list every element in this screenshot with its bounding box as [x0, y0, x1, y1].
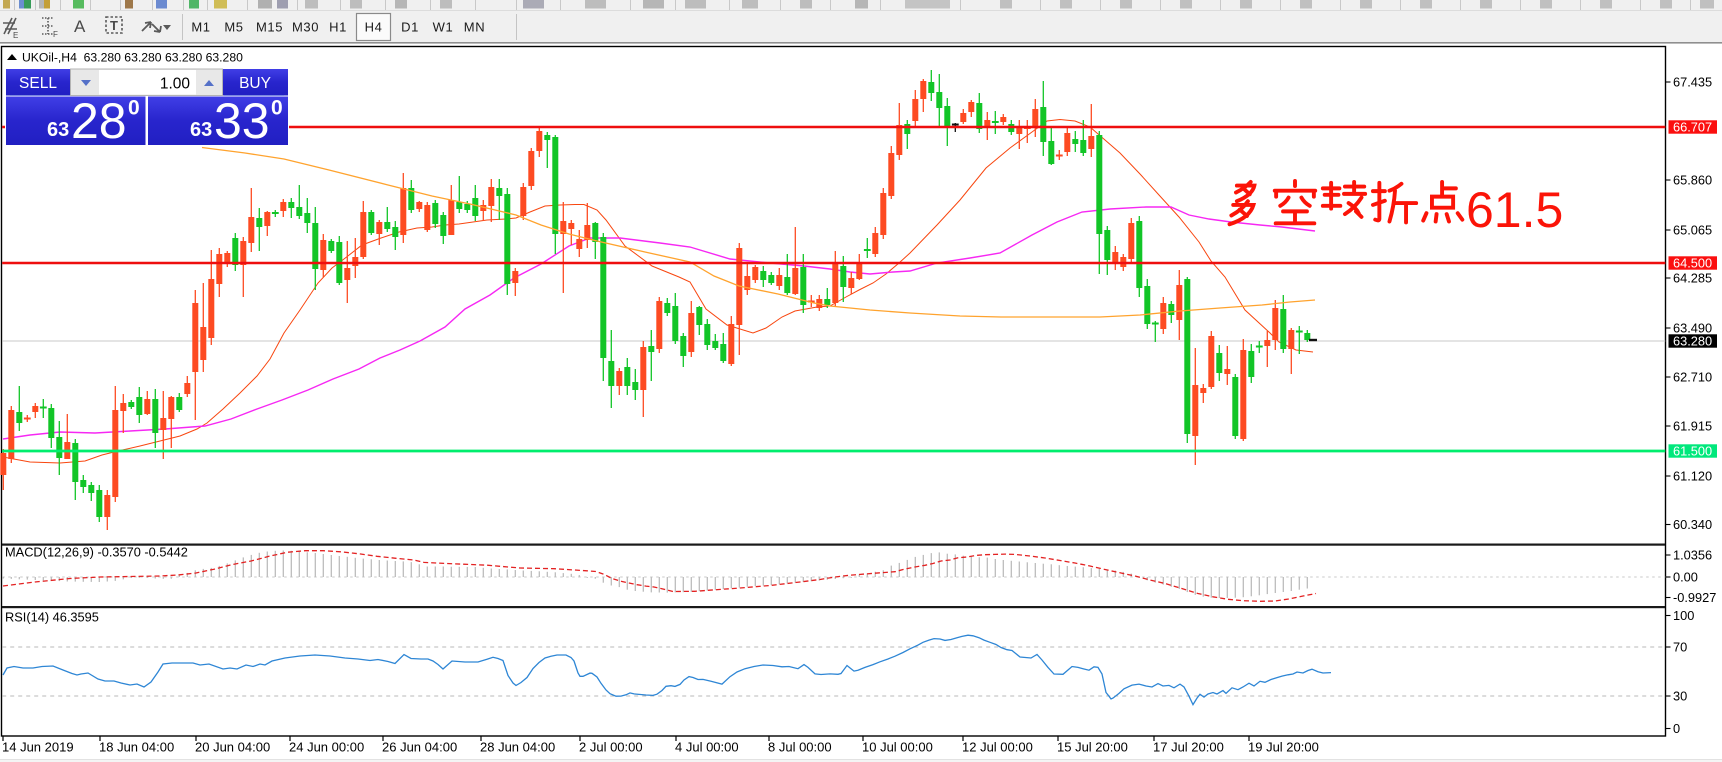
svg-text:M1: M1	[191, 20, 210, 35]
svg-text:4 Jul 00:00: 4 Jul 00:00	[675, 740, 739, 755]
svg-text:61.915: 61.915	[1673, 419, 1712, 434]
svg-text:24 Jun 00:00: 24 Jun 00:00	[289, 740, 364, 755]
svg-text:MN: MN	[464, 20, 485, 35]
svg-text:70: 70	[1673, 640, 1687, 655]
svg-text:67.435: 67.435	[1673, 75, 1712, 90]
svg-text:0: 0	[1673, 721, 1680, 736]
svg-text:64.285: 64.285	[1673, 271, 1712, 286]
svg-text:26 Jun 04:00: 26 Jun 04:00	[382, 740, 457, 755]
svg-text:60.340: 60.340	[1673, 517, 1712, 532]
svg-text:D1: D1	[401, 20, 419, 35]
svg-text:M5: M5	[224, 20, 243, 35]
svg-text:BUY: BUY	[239, 75, 271, 92]
svg-text:M15: M15	[256, 20, 283, 35]
svg-text:MACD(12,26,9) -0.3570 -0.5442: MACD(12,26,9) -0.3570 -0.5442	[5, 545, 188, 560]
svg-text:RSI(14) 46.3595: RSI(14) 46.3595	[5, 610, 99, 625]
svg-text:19 Jul 20:00: 19 Jul 20:00	[1248, 740, 1319, 755]
svg-text:F: F	[53, 30, 58, 39]
svg-text:61.120: 61.120	[1673, 469, 1712, 484]
svg-text:2 Jul 00:00: 2 Jul 00:00	[579, 740, 643, 755]
svg-text:28 Jun 04:00: 28 Jun 04:00	[480, 740, 555, 755]
svg-text:0: 0	[128, 97, 140, 120]
svg-text:0.00: 0.00	[1673, 570, 1698, 585]
svg-text:W1: W1	[433, 20, 454, 35]
svg-text:E: E	[13, 31, 18, 40]
svg-text:64.500: 64.500	[1673, 256, 1712, 271]
svg-text:10 Jul 00:00: 10 Jul 00:00	[862, 740, 933, 755]
svg-text:33: 33	[214, 93, 270, 149]
svg-text:M30: M30	[292, 20, 319, 35]
svg-text:UKOil-,H4 63.280 63.280 63.28: UKOil-,H4 63.280 63.280 63.280 63.280	[22, 51, 243, 65]
svg-text:1.00: 1.00	[160, 76, 191, 93]
svg-text:H1: H1	[329, 20, 347, 35]
svg-text:A: A	[74, 17, 86, 36]
svg-text:100: 100	[1673, 608, 1694, 623]
svg-text:61.5: 61.5	[1466, 182, 1563, 238]
svg-text:-0.9927: -0.9927	[1673, 590, 1716, 605]
svg-text:62.710: 62.710	[1673, 370, 1712, 385]
svg-text:63: 63	[47, 119, 69, 141]
svg-text:1.0356: 1.0356	[1673, 548, 1712, 563]
svg-text:H4: H4	[365, 20, 383, 35]
svg-text:20 Jun 04:00: 20 Jun 04:00	[195, 740, 270, 755]
svg-text:63.280: 63.280	[1673, 334, 1712, 349]
svg-text:0: 0	[271, 97, 283, 120]
svg-text:66.707: 66.707	[1673, 120, 1712, 135]
svg-text:63: 63	[190, 119, 212, 141]
svg-text:65.860: 65.860	[1673, 173, 1712, 188]
svg-text:65.065: 65.065	[1673, 223, 1712, 238]
svg-text:14 Jun 2019: 14 Jun 2019	[2, 740, 74, 755]
svg-text:SELL: SELL	[19, 75, 57, 92]
svg-text:17 Jul 20:00: 17 Jul 20:00	[1153, 740, 1224, 755]
svg-text:61.500: 61.500	[1673, 444, 1712, 459]
svg-text:28: 28	[71, 93, 127, 149]
svg-text:18 Jun 04:00: 18 Jun 04:00	[99, 740, 174, 755]
svg-text:15 Jul 20:00: 15 Jul 20:00	[1057, 740, 1128, 755]
svg-text:30: 30	[1673, 689, 1687, 704]
svg-text:12 Jul 00:00: 12 Jul 00:00	[962, 740, 1033, 755]
svg-text:8 Jul 00:00: 8 Jul 00:00	[768, 740, 832, 755]
svg-text:63.490: 63.490	[1673, 321, 1712, 336]
svg-text:T: T	[110, 18, 118, 33]
